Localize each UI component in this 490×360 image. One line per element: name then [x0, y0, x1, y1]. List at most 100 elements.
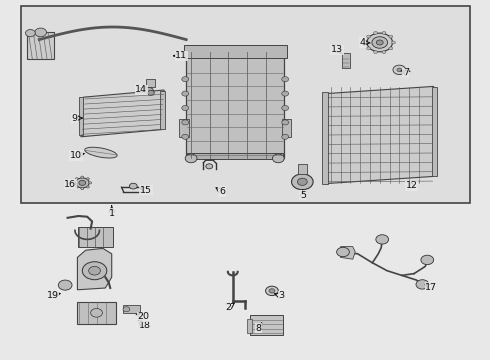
- Circle shape: [382, 31, 386, 34]
- Circle shape: [147, 90, 154, 95]
- Text: 19: 19: [47, 292, 59, 300]
- Bar: [432, 87, 437, 176]
- Bar: [250, 315, 283, 335]
- Circle shape: [86, 178, 89, 180]
- Text: 5: 5: [300, 191, 306, 199]
- Bar: [78, 227, 113, 247]
- Circle shape: [397, 68, 402, 72]
- Bar: [21, 6, 470, 203]
- Bar: [186, 52, 284, 158]
- Text: 15: 15: [140, 186, 152, 194]
- Bar: [187, 153, 283, 159]
- Circle shape: [389, 35, 393, 38]
- Circle shape: [297, 178, 307, 185]
- Text: 4: 4: [360, 38, 366, 47]
- Circle shape: [421, 255, 434, 265]
- Circle shape: [272, 154, 284, 163]
- Circle shape: [266, 286, 278, 296]
- Text: 20: 20: [137, 312, 149, 321]
- Circle shape: [86, 186, 89, 188]
- Circle shape: [91, 309, 102, 317]
- Circle shape: [367, 33, 392, 52]
- Circle shape: [81, 176, 84, 178]
- Text: 9: 9: [72, 113, 77, 122]
- Bar: [122, 305, 140, 313]
- Circle shape: [129, 183, 137, 189]
- Circle shape: [75, 178, 89, 188]
- Circle shape: [58, 280, 72, 290]
- Circle shape: [182, 134, 189, 139]
- Bar: [160, 91, 165, 129]
- Circle shape: [282, 134, 289, 139]
- Text: 17: 17: [425, 283, 437, 292]
- Circle shape: [292, 174, 313, 190]
- Circle shape: [25, 30, 35, 37]
- Circle shape: [182, 91, 189, 96]
- Bar: [342, 53, 350, 68]
- Circle shape: [367, 35, 370, 38]
- Text: 8: 8: [256, 324, 262, 333]
- Circle shape: [382, 51, 386, 54]
- Circle shape: [182, 105, 189, 111]
- Bar: [27, 32, 54, 59]
- Circle shape: [282, 91, 289, 96]
- Text: 18: 18: [139, 321, 150, 330]
- Circle shape: [269, 289, 275, 293]
- Bar: [179, 119, 189, 137]
- Circle shape: [282, 77, 289, 82]
- Text: 12: 12: [406, 181, 417, 190]
- Circle shape: [79, 180, 86, 185]
- Bar: [298, 164, 307, 174]
- Polygon shape: [341, 247, 355, 259]
- Circle shape: [82, 262, 107, 280]
- Bar: [79, 97, 83, 135]
- Text: 14: 14: [135, 85, 147, 94]
- Text: 2: 2: [225, 303, 231, 312]
- Polygon shape: [77, 248, 112, 290]
- Circle shape: [89, 266, 100, 275]
- Circle shape: [393, 65, 406, 75]
- Text: 3: 3: [279, 292, 285, 300]
- Circle shape: [376, 235, 389, 244]
- Text: 7: 7: [403, 68, 409, 77]
- Bar: [322, 92, 328, 184]
- Circle shape: [364, 41, 368, 44]
- Circle shape: [282, 120, 289, 125]
- Circle shape: [123, 307, 130, 312]
- Ellipse shape: [85, 147, 117, 158]
- Circle shape: [185, 154, 197, 163]
- Polygon shape: [326, 86, 434, 184]
- Circle shape: [206, 164, 213, 169]
- Circle shape: [182, 120, 189, 125]
- Bar: [247, 319, 252, 333]
- Text: 16: 16: [64, 180, 76, 189]
- Circle shape: [372, 37, 388, 48]
- Circle shape: [282, 105, 289, 111]
- Circle shape: [389, 47, 393, 50]
- Circle shape: [337, 247, 349, 257]
- Circle shape: [75, 186, 78, 188]
- Circle shape: [75, 178, 78, 180]
- Circle shape: [35, 28, 47, 37]
- Bar: [184, 45, 287, 58]
- Circle shape: [392, 41, 395, 44]
- Circle shape: [145, 87, 153, 94]
- Bar: [146, 79, 155, 87]
- Circle shape: [373, 51, 377, 54]
- Text: 13: 13: [331, 45, 343, 54]
- Bar: [282, 119, 291, 137]
- Text: 11: 11: [175, 51, 187, 60]
- Circle shape: [81, 188, 84, 190]
- Circle shape: [376, 40, 383, 45]
- Circle shape: [416, 280, 429, 289]
- Circle shape: [373, 31, 377, 34]
- Circle shape: [73, 182, 76, 184]
- Circle shape: [182, 77, 189, 82]
- Text: 10: 10: [70, 151, 82, 160]
- Polygon shape: [81, 90, 164, 137]
- Text: 1: 1: [109, 209, 115, 217]
- Bar: [77, 302, 116, 324]
- Circle shape: [367, 47, 370, 50]
- Circle shape: [89, 182, 92, 184]
- Text: 6: 6: [219, 187, 225, 196]
